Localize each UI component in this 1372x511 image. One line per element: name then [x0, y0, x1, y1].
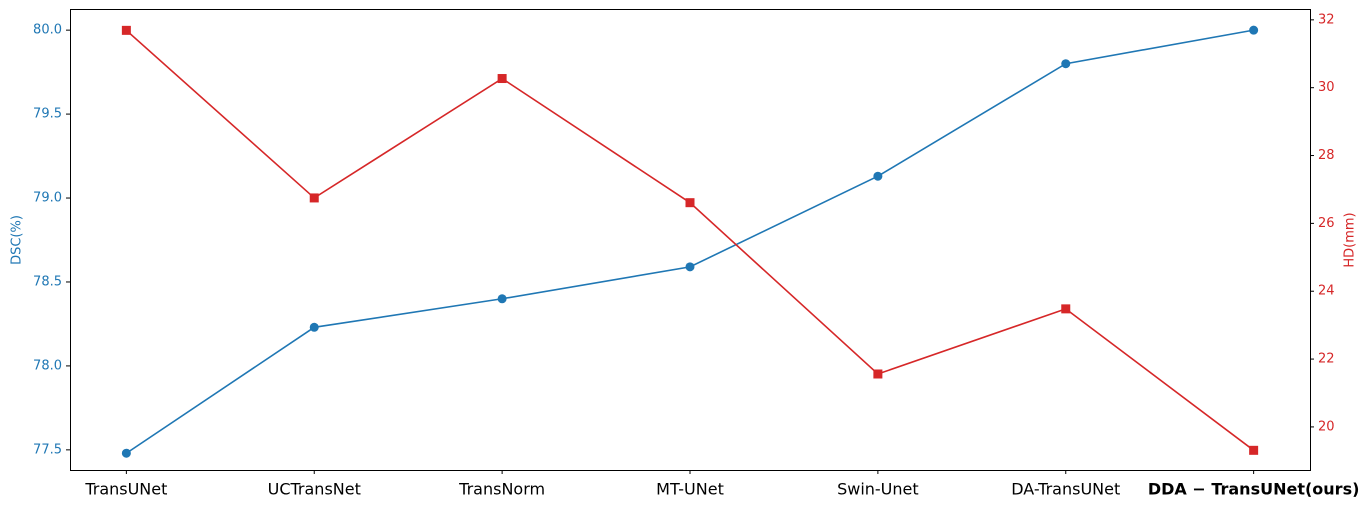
y2-tick-label: 20 — [1318, 419, 1335, 434]
y2-axis-label: HD(mm) — [1343, 212, 1358, 267]
marker — [497, 294, 507, 304]
y-tick-label: 78.5 — [33, 274, 62, 289]
x-tick-label: MT-UNet — [656, 480, 724, 499]
y2-tick-label: 26 — [1318, 216, 1335, 231]
marker — [873, 369, 883, 379]
marker — [685, 262, 695, 272]
y-tick-label: 77.5 — [33, 442, 62, 457]
series-line — [125, 29, 1254, 454]
y2-tick-label: 22 — [1318, 352, 1335, 367]
x-tick-label: DDA − TransUNet(ours) — [1148, 480, 1360, 499]
marker — [1061, 59, 1071, 69]
y-tick-label: 78.0 — [33, 358, 62, 373]
marker — [873, 171, 883, 181]
y2-tick-label: 24 — [1318, 284, 1335, 299]
x-tick-label: DA-TransUNet — [1011, 480, 1120, 499]
y-tick-label: 80.0 — [33, 23, 62, 38]
marker — [121, 25, 131, 35]
y-tick-label: 79.5 — [33, 107, 62, 122]
marker — [685, 198, 695, 208]
series-line — [125, 29, 1255, 451]
marker — [121, 448, 131, 458]
marker — [1061, 304, 1071, 314]
x-tick-label: UCTransNet — [268, 480, 361, 499]
y2-tick-label: 32 — [1318, 12, 1335, 27]
x-tick-label: TransNorm — [458, 480, 545, 499]
marker — [497, 74, 507, 84]
x-tick-label: TransUNet — [84, 480, 167, 499]
marker — [309, 322, 319, 332]
y2-tick-label: 28 — [1318, 148, 1335, 163]
y-axis-label: DSC(%) — [10, 215, 25, 265]
marker — [1249, 445, 1259, 455]
marker — [1249, 25, 1259, 35]
x-tick-label: Swin-Unet — [837, 480, 919, 499]
y2-tick-label: 30 — [1318, 80, 1335, 95]
marker — [309, 193, 319, 203]
y-tick-label: 79.0 — [33, 191, 62, 206]
plot-frame — [70, 9, 1311, 471]
